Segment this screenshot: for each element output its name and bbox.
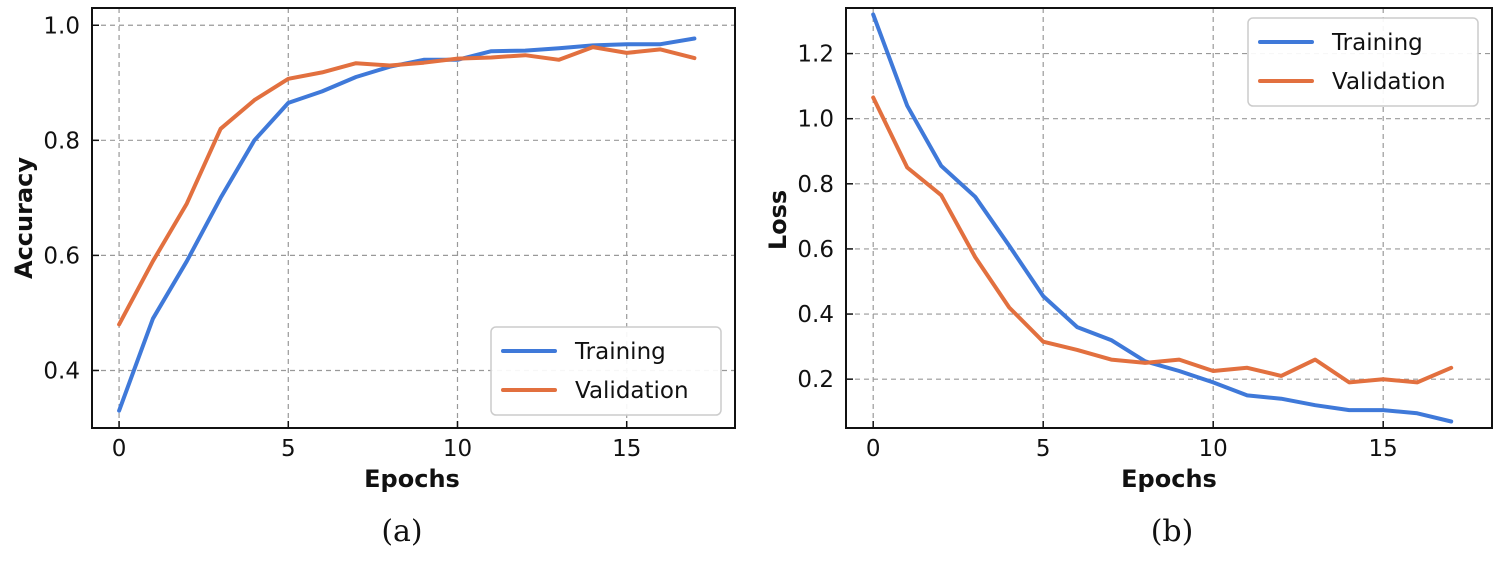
panel-b-xtick-label-2: 10 <box>1199 436 1228 462</box>
panel-a-ytick-label-1: 0.6 <box>43 243 80 269</box>
panel-b-ytick-label-1: 0.4 <box>797 302 834 328</box>
panel-b-validation-line <box>871 95 1454 385</box>
panel-b-legend-validation-label: Validation <box>1332 69 1446 95</box>
panel-a-legend-training-label: Training <box>574 339 666 365</box>
panel-a-ylabel: Accuracy <box>10 157 38 279</box>
panel-b-caption: (b) <box>1151 514 1194 549</box>
panel-a-ytick-label-2: 0.8 <box>43 128 80 154</box>
panel-a-ytick-label-3: 1.0 <box>43 13 80 39</box>
panel-b-ytick-label-4: 1.0 <box>797 107 834 133</box>
panel-a-xtick-label-3: 15 <box>612 436 641 462</box>
panel-b-ytick-label-5: 1.2 <box>797 42 834 68</box>
panel-a-validation-line <box>117 45 697 327</box>
accuracy-chart: Accuracy Epochs (a) 0 5 10 15 0.4 0.6 0.8 1.0 Tr… <box>10 7 736 549</box>
panel-b-xlabel: Epochs <box>1121 465 1217 493</box>
loss-chart: Loss Epochs (b) 0 5 10 15 0.2 0.4 0.6 0.8 1.0 1.2… <box>764 7 1493 549</box>
panel-a-xtick-label-2: 10 <box>443 436 472 462</box>
panel-b-ytick-label-0: 0.2 <box>797 367 834 393</box>
panel-b-xtick-label-1: 5 <box>1036 436 1051 462</box>
panel-b-legend-training-label: Training <box>1331 30 1423 56</box>
panel-b-xtick-label-0: 0 <box>866 436 881 462</box>
panel-a-legend: Training Validation <box>490 326 722 416</box>
panel-b-training-line <box>871 12 1454 424</box>
panel-a-caption: (a) <box>381 514 422 549</box>
panel-a-axes-frame <box>91 7 736 429</box>
panel-a-ytick-label-0: 0.4 <box>43 358 80 384</box>
panel-b-legend: Training Validation <box>1247 17 1479 107</box>
panel-a-xtick-label-0: 0 <box>112 436 127 462</box>
panel-b-xtick-label-3: 15 <box>1369 436 1398 462</box>
panel-b-ytick-label-3: 0.8 <box>797 172 834 198</box>
panel-a-legend-validation-label: Validation <box>575 378 689 404</box>
panel-a-xlabel: Epochs <box>364 465 460 493</box>
panel-b-ylabel: Loss <box>764 190 792 250</box>
panel-b-axes-frame <box>845 7 1493 429</box>
panel-a-xtick-label-1: 5 <box>281 436 296 462</box>
panel-b-ytick-label-2: 0.6 <box>797 237 834 263</box>
